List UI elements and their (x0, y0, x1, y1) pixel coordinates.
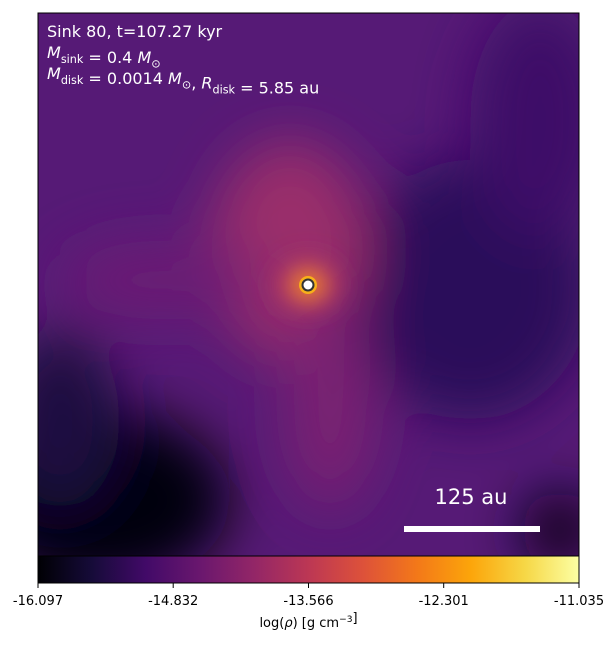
subscript: ⊙ (151, 58, 160, 71)
tick-label: -14.832 (148, 594, 198, 609)
symbol: ρ (284, 616, 293, 631)
superscript: −3 (339, 615, 353, 625)
text-part: , (191, 74, 201, 93)
text-part: = 0.0014 (83, 69, 168, 88)
subscript: sink (61, 53, 84, 66)
tick-label: -13.566 (283, 594, 333, 609)
scale-bar (404, 526, 540, 532)
subscript: disk (212, 83, 235, 96)
colorbar (37, 555, 580, 584)
density-map (38, 13, 579, 556)
colorbar-label: log(ρ) [g cm−3] (259, 611, 357, 631)
symbol: R (201, 74, 212, 93)
symbol: M (168, 69, 182, 88)
symbol: M (47, 43, 61, 62)
subscript: ⊙ (182, 79, 191, 92)
text-part: log( (259, 616, 284, 631)
text-part: ] (352, 611, 357, 626)
text-part: Sink 80, t=107.27 kyr (47, 22, 223, 41)
tick-label: -16.097 (13, 594, 63, 609)
text-part: = 5.85 au (235, 78, 319, 97)
annotation: Msink = 0.4 M⊙ (47, 43, 161, 71)
text-part: ) [g cm (293, 616, 339, 631)
tick-label: -11.035 (554, 594, 604, 609)
subscript: disk (61, 74, 84, 87)
annotation: Mdisk = 0.0014 M⊙, Rdisk = 5.85 au (47, 64, 319, 97)
symbol: M (137, 48, 151, 67)
annotation: Sink 80, t=107.27 kyr (47, 22, 223, 41)
scale-bar-label: 125 au (435, 485, 508, 509)
symbol: M (47, 64, 61, 83)
text-part: = 0.4 (83, 48, 137, 67)
tick-label: -12.301 (419, 594, 469, 609)
